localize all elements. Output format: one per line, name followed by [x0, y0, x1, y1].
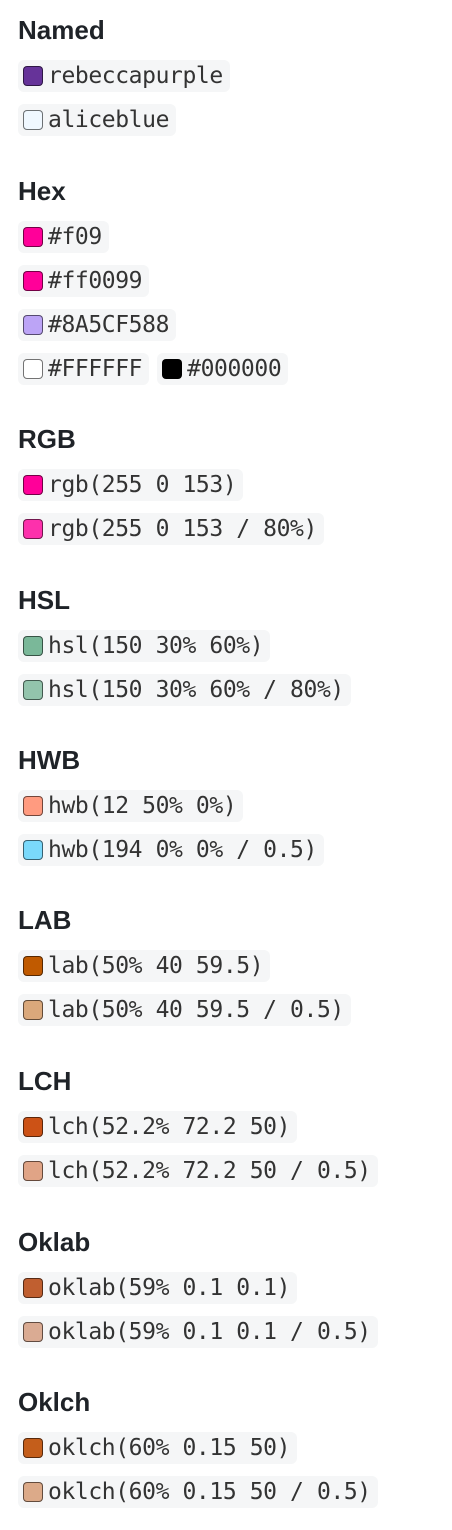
color-code: rgb(255 0 153) — [48, 472, 237, 498]
color-swatch-icon — [23, 1000, 43, 1020]
color-chip: #FFFFFF — [18, 353, 150, 385]
color-code: oklab(59% 0.1 0.1) — [48, 1275, 291, 1301]
color-swatch-icon — [23, 1438, 43, 1458]
color-row: #8A5CF588 — [18, 309, 184, 341]
color-swatch-icon — [23, 227, 43, 247]
color-chip: hwb(12 50% 0%) — [18, 790, 244, 822]
section-heading: Oklch — [18, 1387, 91, 1417]
color-swatch-icon — [23, 110, 43, 130]
color-swatch-icon — [23, 840, 43, 860]
color-swatch-icon — [23, 66, 43, 86]
color-chip: lab(50% 40 59.5) — [18, 950, 271, 982]
color-row: #ff0099 — [18, 265, 157, 297]
color-code: #f09 — [48, 224, 102, 250]
color-row: rebeccapurple — [18, 60, 238, 92]
color-swatch-icon — [23, 636, 43, 656]
color-swatch-icon — [23, 271, 43, 291]
color-swatch-icon — [23, 519, 43, 539]
color-swatch-icon — [23, 1117, 43, 1137]
color-code: hsl(150 30% 60%) — [48, 633, 264, 659]
color-chip: lch(52.2% 72.2 50) — [18, 1111, 298, 1143]
color-chip: oklab(59% 0.1 0.1) — [18, 1272, 298, 1304]
color-swatch-icon — [23, 1482, 43, 1502]
section-heading: Named — [18, 15, 105, 45]
color-row: #FFFFFF #000000 — [18, 353, 296, 385]
color-chip: hsl(150 30% 60% / 80%) — [18, 674, 351, 706]
color-swatch-icon — [23, 315, 43, 335]
section-heading: HSL — [18, 585, 70, 615]
color-chip: lab(50% 40 59.5 / 0.5) — [18, 994, 351, 1026]
color-swatch-icon — [23, 1322, 43, 1342]
color-row: lab(50% 40 59.5) — [18, 950, 278, 982]
color-row: oklch(60% 0.15 50 / 0.5) — [18, 1476, 386, 1508]
color-code: hwb(12 50% 0%) — [48, 793, 237, 819]
color-chip: hsl(150 30% 60%) — [18, 630, 271, 662]
color-row: lch(52.2% 72.2 50) — [18, 1111, 305, 1143]
color-row: hwb(12 50% 0%) — [18, 790, 251, 822]
color-chip: oklch(60% 0.15 50 / 0.5) — [18, 1476, 378, 1508]
color-swatch-icon — [23, 475, 43, 495]
color-code: oklch(60% 0.15 50 / 0.5) — [48, 1479, 371, 1505]
color-chip: rebeccapurple — [18, 60, 230, 92]
color-row: rgb(255 0 153) — [18, 469, 251, 501]
color-code: oklab(59% 0.1 0.1 / 0.5) — [48, 1319, 371, 1345]
color-row: #f09 — [18, 221, 117, 253]
color-row: oklab(59% 0.1 0.1) — [18, 1272, 305, 1304]
section-heading: LCH — [18, 1066, 72, 1096]
section-heading: RGB — [18, 424, 76, 454]
color-chip: aliceblue — [18, 104, 177, 136]
color-swatch-icon — [23, 680, 43, 700]
color-swatch-icon — [162, 359, 183, 379]
color-chip: #f09 — [18, 221, 109, 253]
color-swatch-icon — [23, 1278, 43, 1298]
section-heading: Oklab — [18, 1227, 91, 1257]
color-chip: rgb(255 0 153 / 80%) — [18, 513, 324, 545]
section-heading: HWB — [18, 745, 81, 775]
color-chip: lch(52.2% 72.2 50 / 0.5) — [18, 1155, 378, 1187]
color-row: lch(52.2% 72.2 50 / 0.5) — [18, 1155, 386, 1187]
color-chip: oklch(60% 0.15 50) — [18, 1432, 298, 1464]
color-code: lab(50% 40 59.5 / 0.5) — [48, 997, 344, 1023]
color-row: oklch(60% 0.15 50) — [18, 1432, 305, 1464]
color-code: #000000 — [187, 356, 282, 382]
color-row: rgb(255 0 153 / 80%) — [18, 513, 332, 545]
color-code: rebeccapurple — [48, 63, 223, 89]
color-swatch-icon — [23, 1161, 43, 1181]
color-row: lab(50% 40 59.5 / 0.5) — [18, 994, 359, 1026]
section-heading: Hex — [18, 176, 66, 206]
color-chip: hwb(194 0% 0% / 0.5) — [18, 834, 324, 866]
color-swatch-icon — [23, 359, 43, 379]
color-code: lch(52.2% 72.2 50) — [48, 1114, 291, 1140]
color-chip: oklab(59% 0.1 0.1 / 0.5) — [18, 1316, 378, 1348]
color-code: #FFFFFF — [48, 356, 143, 382]
color-row: oklab(59% 0.1 0.1 / 0.5) — [18, 1316, 386, 1348]
color-chip: #000000 — [157, 353, 289, 385]
color-code: #ff0099 — [48, 268, 143, 294]
color-swatch-icon — [23, 796, 43, 816]
color-code: oklch(60% 0.15 50) — [48, 1435, 291, 1461]
color-row: aliceblue — [18, 104, 184, 136]
color-code: lab(50% 40 59.5) — [48, 953, 264, 979]
color-chip: #8A5CF588 — [18, 309, 177, 341]
color-chip: rgb(255 0 153) — [18, 469, 244, 501]
color-code: lch(52.2% 72.2 50 / 0.5) — [48, 1158, 371, 1184]
color-code: hwb(194 0% 0% / 0.5) — [48, 837, 317, 863]
section-heading: LAB — [18, 905, 72, 935]
color-row: hsl(150 30% 60%) — [18, 630, 278, 662]
color-code: hsl(150 30% 60% / 80%) — [48, 677, 344, 703]
color-row: hsl(150 30% 60% / 80%) — [18, 674, 359, 706]
color-row: hwb(194 0% 0% / 0.5) — [18, 834, 332, 866]
color-code: aliceblue — [48, 107, 170, 133]
color-chip: #ff0099 — [18, 265, 150, 297]
color-swatch-icon — [23, 956, 43, 976]
color-code: rgb(255 0 153 / 80%) — [48, 516, 317, 542]
color-code: #8A5CF588 — [48, 312, 170, 338]
